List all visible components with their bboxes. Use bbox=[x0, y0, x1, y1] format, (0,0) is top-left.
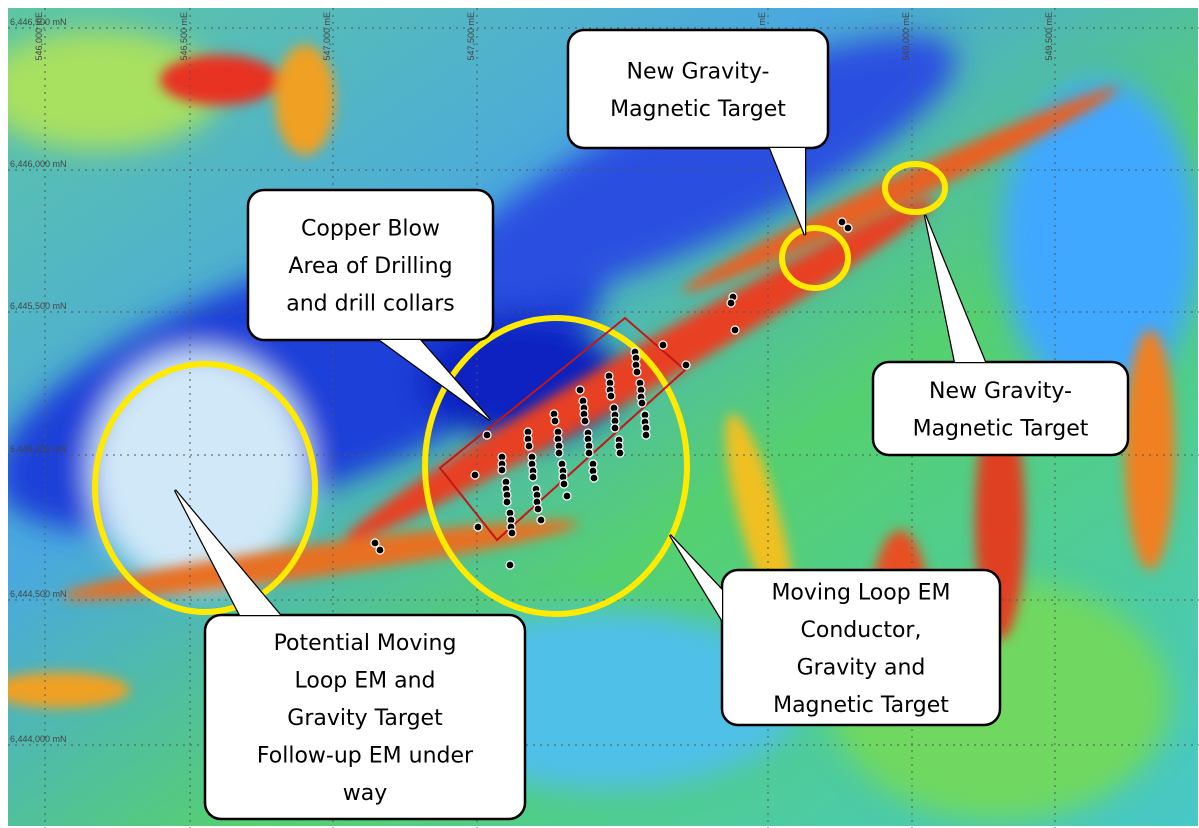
drill-collar bbox=[502, 497, 512, 507]
easting-label: 546,000 mE bbox=[34, 12, 44, 61]
easting-label: 549,000 mE bbox=[901, 12, 911, 61]
drill-collar bbox=[524, 441, 534, 451]
callout-text: Magnetic Target bbox=[913, 416, 1089, 441]
drill-collar bbox=[589, 473, 599, 483]
drill-collar bbox=[843, 223, 853, 233]
callout: Potential Moving Loop EM and Gravity Targe… bbox=[173, 489, 527, 821]
drill-collar bbox=[559, 479, 569, 489]
target-outlines bbox=[92, 161, 948, 617]
drill-collar bbox=[726, 298, 736, 308]
callout-text: Loop EM and bbox=[294, 669, 435, 694]
target-ellipse bbox=[422, 315, 690, 617]
drill-collar bbox=[528, 472, 538, 482]
drill-collar bbox=[550, 416, 560, 426]
northing-label: 6,444,000 mN bbox=[10, 734, 67, 744]
drill-collar bbox=[606, 391, 616, 401]
drill-collar bbox=[533, 504, 543, 514]
callout: Moving Loop EM Conductor, Gravity and Magne… bbox=[668, 534, 1002, 727]
callout-text: Magnetic Target bbox=[610, 97, 786, 122]
drill-collar bbox=[505, 560, 515, 570]
northing-label: 6,446,000 mN bbox=[10, 159, 67, 169]
easting-label: 547,000 mE bbox=[322, 12, 332, 61]
drill-collar bbox=[497, 465, 507, 475]
drill-collars bbox=[370, 217, 853, 570]
callout-text: New Gravity- bbox=[929, 379, 1072, 404]
drill-collar bbox=[580, 416, 590, 426]
drill-collar bbox=[632, 367, 642, 377]
callout-text: Potential Moving bbox=[274, 631, 457, 656]
northing-label: 6,445,500 mN bbox=[10, 301, 67, 311]
northing-label: 6,445,000 mN bbox=[10, 444, 67, 454]
callout: New Gravity- Magnetic Target bbox=[566, 28, 830, 236]
callouts: New Gravity- Magnetic Target Copper Blow Ar… bbox=[173, 28, 1130, 821]
drill-collar bbox=[681, 360, 691, 370]
drill-collar bbox=[637, 398, 647, 408]
drill-collar bbox=[610, 423, 620, 433]
drill-collar bbox=[584, 448, 594, 458]
drill-collar bbox=[470, 470, 480, 480]
drill-collar bbox=[837, 217, 847, 227]
callout-box bbox=[566, 28, 830, 150]
callout-join bbox=[380, 340, 490, 420]
northing-label: 6,446,500 mN bbox=[10, 17, 67, 27]
callout-join bbox=[175, 490, 280, 615]
callout-box bbox=[203, 613, 527, 821]
drill-collar bbox=[641, 430, 651, 440]
callout-text: Magnetic Target bbox=[773, 693, 949, 718]
northing-label: 6,444,500 mN bbox=[10, 589, 67, 599]
callout-join bbox=[770, 148, 805, 235]
callout-text: Area of Drilling bbox=[288, 254, 452, 279]
callout-text: Conductor, bbox=[801, 618, 922, 643]
drill-collar bbox=[507, 528, 517, 538]
callout-box bbox=[720, 568, 1002, 727]
callout-text: Copper Blow bbox=[301, 217, 440, 242]
callout-join bbox=[925, 215, 985, 362]
callout: New Gravity- Magnetic Target bbox=[871, 214, 1130, 457]
drill-collar bbox=[536, 515, 546, 525]
target-ellipse bbox=[779, 225, 851, 291]
drill-collar bbox=[658, 340, 668, 350]
callout-text: way bbox=[343, 781, 388, 806]
drill-collar bbox=[370, 538, 380, 548]
drill-collar bbox=[554, 448, 564, 458]
callout-text: Gravity Target bbox=[287, 706, 443, 731]
callout-text: New Gravity- bbox=[627, 59, 770, 84]
drill-area bbox=[438, 316, 687, 542]
drill-collar bbox=[615, 448, 625, 458]
drill-collar bbox=[562, 491, 572, 501]
callout-text: Moving Loop EM bbox=[771, 580, 950, 605]
callout-box bbox=[871, 360, 1130, 457]
drill-collar bbox=[375, 545, 385, 555]
callout: Copper Blow Area of Drilling and drill col… bbox=[246, 188, 495, 422]
drill-collar bbox=[730, 325, 740, 335]
callout-text: Gravity and bbox=[797, 655, 926, 680]
easting-label: 546,500 mE bbox=[179, 12, 189, 61]
grid: 6,446,500 mN 6,446,000 mN 6,445,500 mN 6,44… bbox=[8, 8, 1199, 828]
callout-join bbox=[670, 535, 722, 620]
easting-label: 547,500 mE bbox=[466, 12, 476, 61]
callout-text: and drill collars bbox=[286, 292, 455, 317]
drill-collar bbox=[473, 522, 483, 532]
target-ellipse bbox=[92, 361, 318, 615]
drill-collar bbox=[575, 385, 585, 395]
callout-text: Follow-up EM under bbox=[257, 744, 474, 769]
drill-collar bbox=[482, 430, 492, 440]
target-ellipse bbox=[882, 161, 948, 215]
easting-label: 549,500 mE bbox=[1044, 12, 1054, 61]
callout-box bbox=[246, 188, 495, 342]
